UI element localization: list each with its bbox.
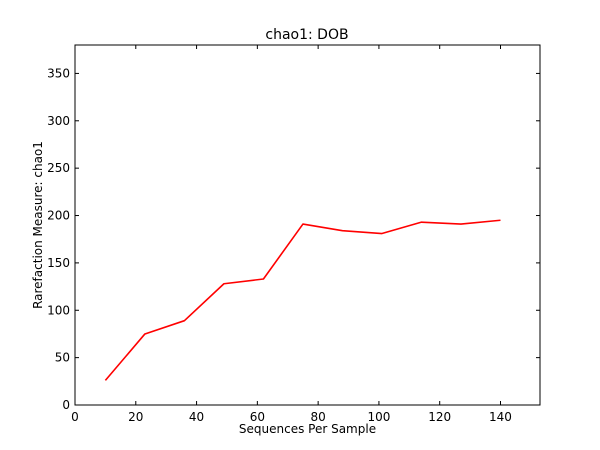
x-axis-label: Sequences Per Sample [239, 422, 376, 436]
x-tick-label: 0 [71, 410, 79, 424]
x-tick-label: 20 [128, 410, 143, 424]
plot-area [74, 44, 541, 406]
x-tick-label: 100 [367, 410, 390, 424]
chart-title: chao1: DOB [265, 27, 348, 43]
y-tick-label: 300 [47, 114, 70, 128]
series-line [104, 219, 501, 381]
x-tick-label: 140 [489, 410, 512, 424]
x-tick-label: 120 [428, 410, 451, 424]
y-tick-label: 250 [47, 161, 70, 175]
x-tick-label: 40 [189, 410, 204, 424]
y-axis-label: Rarefaction Measure: chao1 [31, 141, 45, 309]
y-tick-label: 200 [47, 209, 70, 223]
y-tick-label: 0 [62, 398, 70, 412]
axis-ticks: 0 20 40 60 80 100 120 140 0 50 100 150 200 250 300 350 [47, 45, 540, 424]
x-tick-label: 80 [310, 410, 325, 424]
x-tick-label: 60 [250, 410, 265, 424]
plot-frame [74, 44, 541, 406]
y-tick-label: 50 [55, 351, 70, 365]
y-tick-label: 150 [47, 256, 70, 270]
y-tick-label: 100 [47, 303, 70, 317]
y-tick-label: 350 [47, 66, 70, 80]
